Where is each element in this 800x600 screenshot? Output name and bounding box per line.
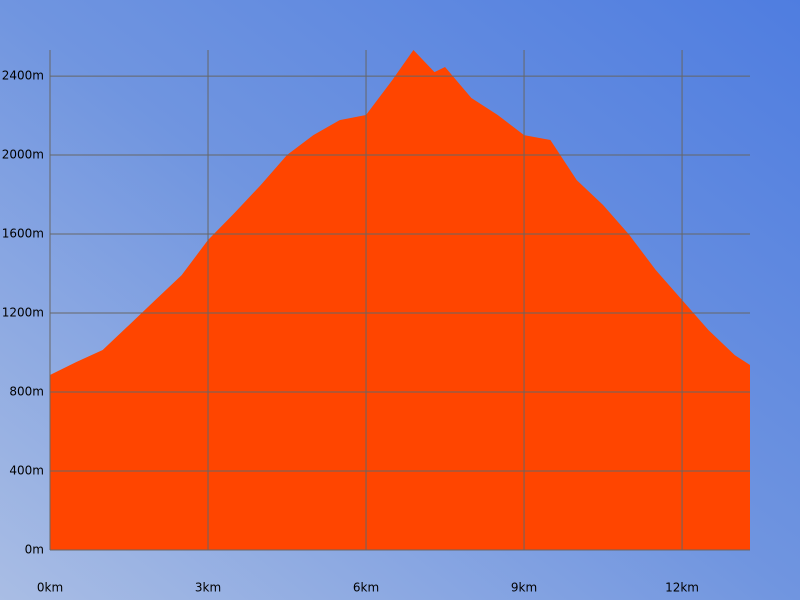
y-tick-label: 2400m	[2, 69, 44, 83]
x-tick-label: 0km	[37, 581, 63, 595]
x-tick-label: 9km	[511, 581, 537, 595]
x-tick-label: 3km	[195, 581, 221, 595]
y-tick-label: 400m	[9, 464, 44, 478]
y-tick-label: 800m	[9, 385, 44, 399]
y-tick-label: 1600m	[2, 227, 44, 241]
y-tick-label: 0m	[25, 543, 44, 557]
y-tick-label: 2000m	[2, 148, 44, 162]
x-tick-label: 12km	[665, 581, 699, 595]
x-tick-label: 6km	[353, 581, 379, 595]
elevation-area	[50, 50, 750, 550]
y-tick-label: 1200m	[2, 306, 44, 320]
